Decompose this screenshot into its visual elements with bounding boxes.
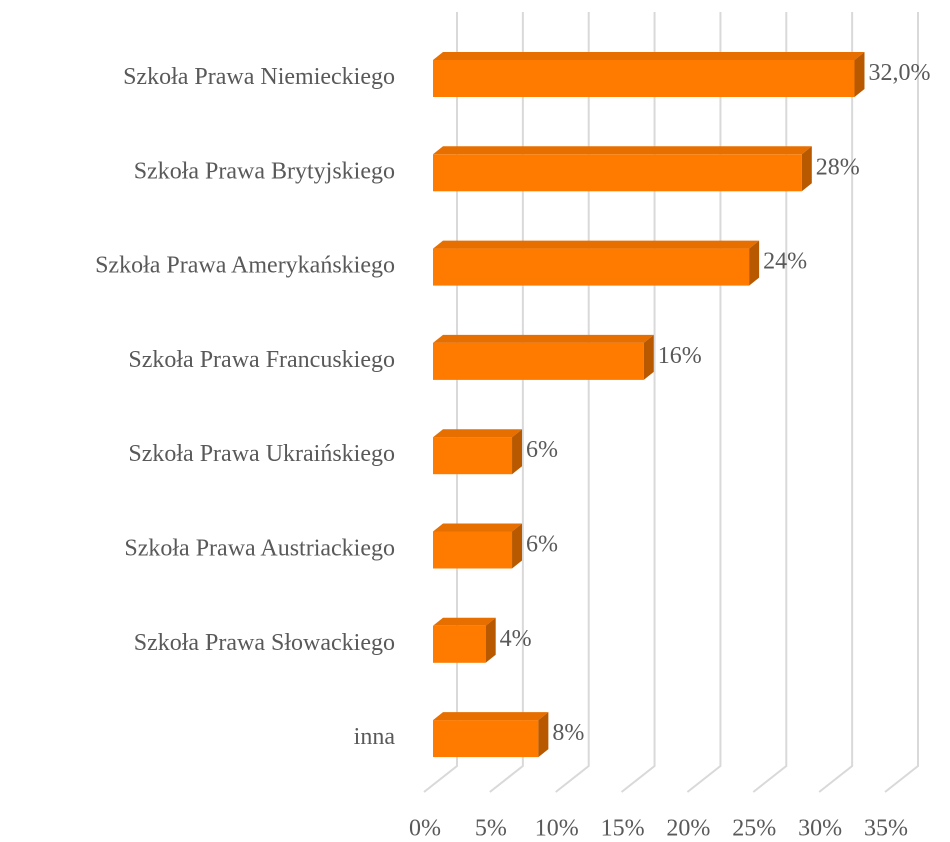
bar [433,625,486,663]
bar [433,60,855,97]
x-tick-label: 25% [732,816,776,842]
bar-side [538,712,549,758]
x-tick-label: 10% [535,816,579,842]
grid-line [620,12,656,793]
bar-side [512,523,523,569]
value-label: 6% [526,532,558,558]
value-label: 32,0% [868,60,930,86]
value-label: 8% [552,720,584,746]
y-tick-label: inna [354,724,396,750]
bar-top [433,52,865,60]
y-tick-label: Szkoła Prawa Francuskiego [128,347,395,373]
x-tick-label: 35% [864,816,908,842]
value-label: 4% [500,626,532,652]
x-tick-label: 0% [409,816,441,842]
bar [433,720,539,758]
bar [433,437,513,475]
bar-side [512,429,523,475]
bar [433,342,644,380]
value-label: 28% [816,154,860,180]
y-tick-label: Szkoła Prawa Słowackiego [134,630,395,656]
y-tick-label: Szkoła Prawa Ukraińskiego [128,441,395,467]
bar-side [485,617,496,663]
bar [433,154,802,192]
grid-line [423,12,458,793]
y-tick-label: Szkoła Prawa Austriackiego [124,536,395,562]
grid-line [489,12,524,793]
bar-top [433,712,549,721]
x-tick-label: 20% [666,816,710,842]
bar-side [749,240,760,286]
bar [433,531,513,569]
grid-line [555,12,590,793]
grid-line [686,12,722,793]
y-tick-label: Szkoła Prawa Brytyjskiego [134,158,395,184]
x-tick-label: 5% [475,816,507,842]
bar-side [643,334,654,380]
value-label: 16% [658,343,702,369]
bar-top [433,146,812,155]
y-tick-label: Szkoła Prawa Niemieckiego [123,64,395,90]
bar-top [433,334,654,343]
bar-side [854,52,865,97]
x-tick-label: 30% [798,816,842,842]
bar-top [433,617,496,626]
value-label: 24% [763,249,807,275]
bar-top [433,240,760,249]
bar [433,248,750,286]
y-tick-label: Szkoła Prawa Amerykańskiego [95,253,395,279]
bar-top [433,429,523,438]
grid-line [884,12,919,793]
bar-top [433,523,523,532]
grid-line [752,12,788,793]
bar-side [801,146,812,192]
value-label: 6% [526,437,558,463]
grid-line [818,12,854,793]
x-tick-label: 15% [601,816,645,842]
